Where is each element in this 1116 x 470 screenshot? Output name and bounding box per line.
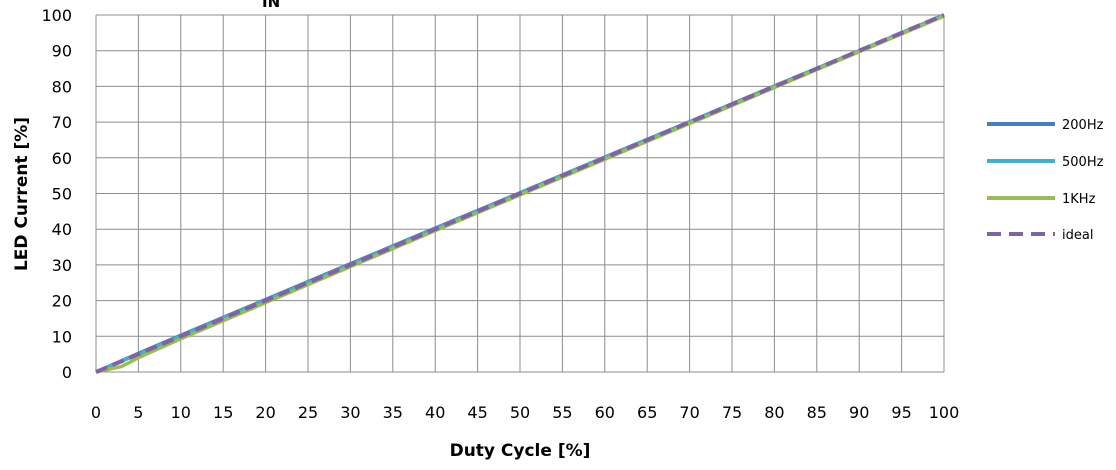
y-tick-label: 80 <box>52 77 72 96</box>
x-tick-label: 95 <box>891 403 911 422</box>
x-tick-label: 35 <box>383 403 403 422</box>
x-tick-label: 25 <box>298 403 318 422</box>
x-tick-label: 65 <box>637 403 657 422</box>
series-lines <box>95 13 945 374</box>
legend-label-ideal: ideal <box>1062 228 1093 243</box>
grid <box>95 14 945 373</box>
y-tick-label: 100 <box>41 6 72 25</box>
x-tick-label: 75 <box>722 403 742 422</box>
y-tick-label: 20 <box>52 292 72 311</box>
legend-label-1khz: 1KHz <box>1062 192 1096 207</box>
x-tick-label: 45 <box>467 403 487 422</box>
y-tick-label: 0 <box>62 363 72 382</box>
x-tick-label: 40 <box>425 403 445 422</box>
y-tick-label: 90 <box>52 42 72 61</box>
x-tick-label: 20 <box>255 403 275 422</box>
legend-label-500hz: 500Hz <box>1062 155 1104 170</box>
y-axis-title: LED Current [%] <box>12 117 32 271</box>
x-tick-label: 60 <box>595 403 615 422</box>
chart-title-clipped: IN <box>262 0 280 11</box>
x-tick-label: 70 <box>679 403 699 422</box>
x-tick-labels: 0 5 10 15 20 25 30 35 40 45 50 55 60 65 70 75 80 85 90 95 10… <box>91 403 959 422</box>
x-tick-label: 0 <box>91 403 101 422</box>
x-tick-label: 90 <box>849 403 869 422</box>
y-tick-label: 40 <box>52 220 72 239</box>
x-tick-label: 30 <box>340 403 360 422</box>
x-tick-label: 55 <box>552 403 572 422</box>
series-line-ideal <box>95 13 945 374</box>
y-tick-labels: 0 10 20 30 40 50 60 70 80 90 100 <box>41 6 72 382</box>
x-tick-label: 5 <box>133 403 143 422</box>
x-tick-label: 15 <box>213 403 233 422</box>
legend: 200Hz 500Hz 1KHz ideal <box>987 118 1104 243</box>
y-tick-label: 50 <box>52 185 72 204</box>
x-tick-label: 85 <box>807 403 827 422</box>
x-axis-title: Duty Cycle [%] <box>450 441 591 461</box>
y-tick-label: 30 <box>52 256 72 275</box>
x-tick-label: 50 <box>510 403 530 422</box>
x-tick-label: 10 <box>171 403 191 422</box>
y-tick-label: 10 <box>52 327 72 346</box>
x-tick-label: 80 <box>764 403 784 422</box>
x-tick-label: 100 <box>929 403 960 422</box>
legend-label-200hz: 200Hz <box>1062 118 1104 133</box>
y-tick-label: 70 <box>52 113 72 132</box>
y-tick-label: 60 <box>52 149 72 168</box>
